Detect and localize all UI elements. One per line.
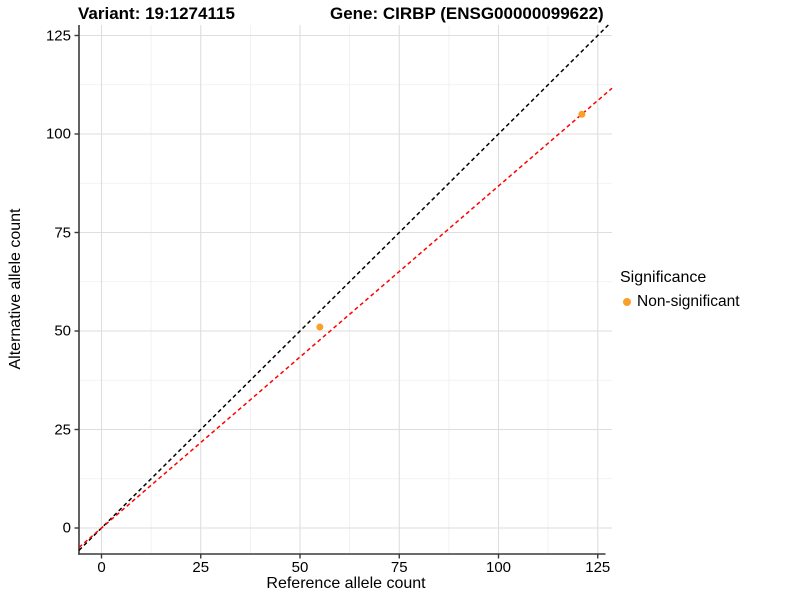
gene-title: Gene: CIRBP (ENSG00000099622): [330, 4, 604, 23]
x-tick-label: 75: [390, 559, 408, 576]
legend: Significance Non-significant: [620, 268, 740, 311]
fit-line: [78, 87, 613, 548]
y-tick-label: 50: [54, 322, 71, 340]
legend-title: Significance: [620, 269, 707, 286]
identity-line: [78, 24, 609, 551]
legend-item-label: Non-significant: [637, 293, 740, 310]
legend-point-icon: [623, 298, 631, 306]
y-axis-title: Alternative allele count: [7, 208, 24, 370]
data-point: [578, 110, 586, 118]
y-tick-label: 125: [45, 27, 71, 44]
legend-item: Non-significant: [620, 293, 740, 311]
variant-title: Variant: 19:1274115: [78, 4, 235, 23]
legend-items: Non-significant: [620, 293, 740, 311]
x-axis-title: Reference allele count: [266, 575, 426, 592]
data-point: [316, 323, 324, 331]
y-tick-label: 100: [45, 125, 71, 143]
x-tick-label: 50: [291, 559, 309, 576]
y-tick-label: 25: [54, 421, 71, 438]
x-tick-label: 25: [192, 559, 210, 576]
x-tick-label: 100: [485, 559, 512, 576]
x-tick-label: 0: [97, 559, 106, 576]
y-tick-label: 0: [62, 519, 71, 537]
y-tick-label: 75: [54, 224, 71, 241]
x-tick-label: 125: [585, 559, 611, 576]
